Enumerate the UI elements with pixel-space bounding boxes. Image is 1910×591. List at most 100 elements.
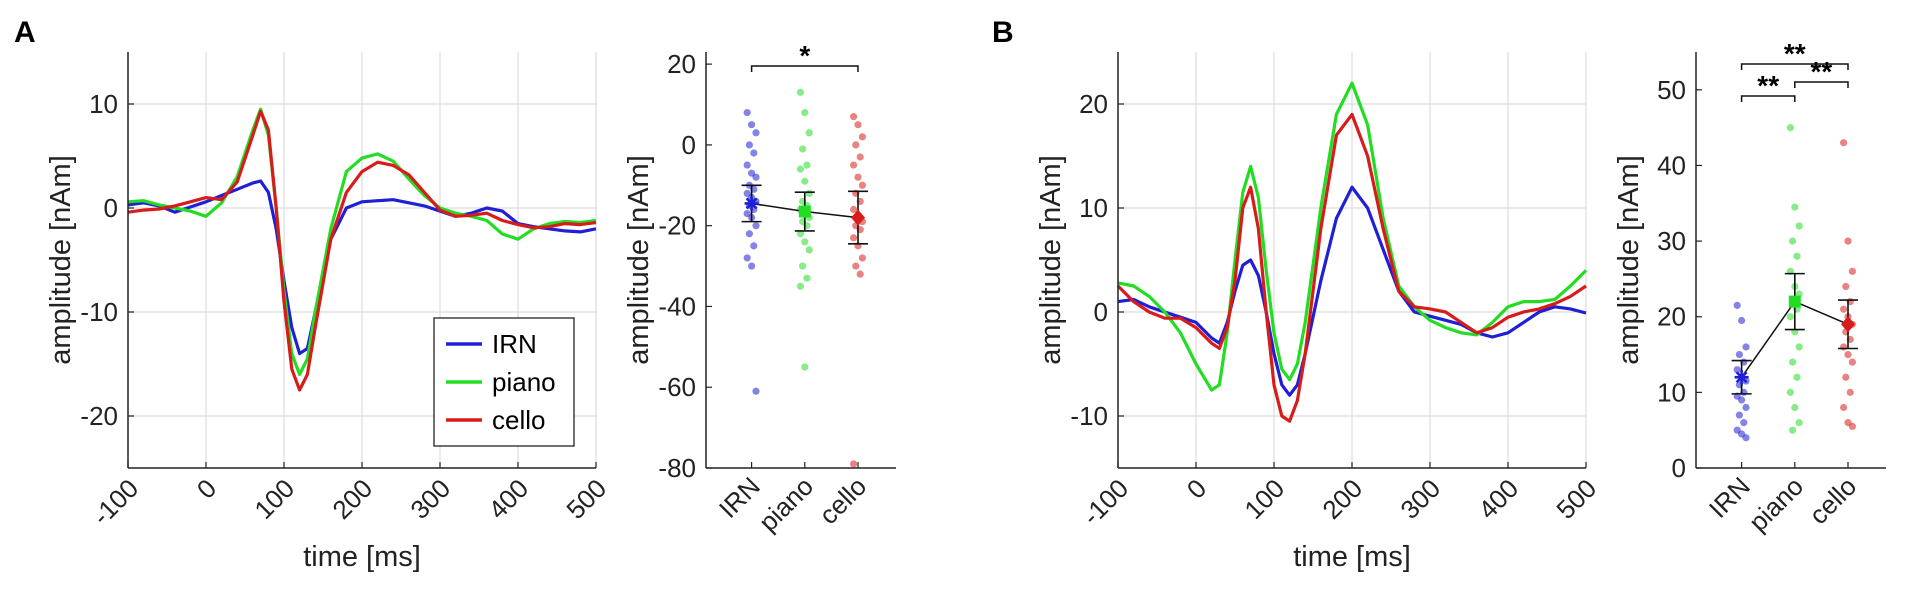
data-point-irn xyxy=(752,222,760,230)
data-point-irn xyxy=(1742,403,1750,412)
data-point-piano xyxy=(1791,203,1799,211)
data-point-piano xyxy=(1793,252,1801,260)
data-point-piano xyxy=(796,230,805,238)
data-point-piano xyxy=(1786,124,1794,132)
data-point-piano xyxy=(801,177,809,185)
significance-label: ** xyxy=(1784,38,1806,69)
x-tick-label: piano xyxy=(753,471,819,537)
data-point-piano xyxy=(796,165,805,173)
x-tick-label: -100 xyxy=(86,473,144,531)
x-tick-label: 400 xyxy=(1472,473,1524,525)
data-point-piano xyxy=(1786,313,1794,321)
y-tick-label: 10 xyxy=(89,89,118,119)
x-tick-label: piano xyxy=(1743,471,1809,537)
data-point-piano xyxy=(803,161,811,169)
data-point-cello xyxy=(1842,373,1850,381)
mean-marker-cello xyxy=(1841,316,1855,333)
data-point-cello xyxy=(858,133,867,141)
data-point-cello xyxy=(1840,343,1848,351)
data-point-piano xyxy=(1795,343,1803,351)
data-point-irn xyxy=(1738,316,1746,325)
significance-label: * xyxy=(799,40,810,71)
data-point-cello xyxy=(850,113,858,121)
x-tick-label: 500 xyxy=(560,473,612,525)
significance-bracket xyxy=(1740,63,1849,70)
y-tick-label: 0 xyxy=(682,130,696,160)
y-tick-label: -20 xyxy=(80,401,118,431)
mean-marker-cello xyxy=(851,209,865,226)
data-point-piano xyxy=(805,246,813,254)
data-point-piano xyxy=(805,129,813,137)
x-tick-label: cello xyxy=(1803,471,1862,530)
data-point-cello xyxy=(850,205,858,214)
y-tick-label: 20 xyxy=(1079,89,1108,119)
data-point-piano xyxy=(803,274,811,282)
legend-label-irn: IRN xyxy=(492,329,537,359)
data-point-cello xyxy=(1848,267,1856,275)
data-point-irn xyxy=(745,230,754,238)
x-tick-label: 300 xyxy=(404,473,456,525)
data-point-piano xyxy=(796,88,805,96)
data-point-piano xyxy=(1793,373,1801,381)
y-tick-label: 30 xyxy=(1657,226,1686,256)
y-tick-label: 0 xyxy=(104,193,118,223)
significance-bracket xyxy=(1794,81,1849,88)
x-tick-label: 200 xyxy=(1316,473,1368,525)
x-tick-label: 400 xyxy=(482,473,534,525)
data-point-irn xyxy=(750,242,758,250)
y-tick-label: -10 xyxy=(1070,401,1108,431)
series-line-cello xyxy=(127,109,597,392)
data-point-irn xyxy=(1742,434,1750,442)
y-tick-label: 10 xyxy=(1657,377,1686,407)
data-point-cello xyxy=(856,270,864,278)
y-axis-label: amplitude [nAm] xyxy=(1613,155,1645,365)
y-tick-label: 40 xyxy=(1657,150,1686,180)
legend-label-piano: piano xyxy=(492,367,556,397)
x-tick-label: cello xyxy=(813,471,872,530)
data-point-piano xyxy=(796,282,805,290)
data-point-cello xyxy=(1844,237,1852,245)
data-point-cello xyxy=(850,161,858,169)
data-point-irn xyxy=(752,387,760,395)
data-point-irn xyxy=(1735,411,1743,419)
y-tick-label: 20 xyxy=(1657,302,1686,332)
x-tick-label: 200 xyxy=(326,473,378,525)
y-tick-label: 0 xyxy=(1094,297,1108,327)
x-tick-label: 0 xyxy=(191,473,222,504)
y-tick-label: -20 xyxy=(658,211,696,241)
data-point-piano xyxy=(1795,419,1803,427)
significance-label: ** xyxy=(1811,56,1833,87)
data-point-cello xyxy=(1846,388,1854,396)
data-point-irn xyxy=(1735,350,1743,359)
y-tick-label: 10 xyxy=(1079,193,1108,223)
data-point-piano xyxy=(799,262,807,270)
data-point-piano xyxy=(1786,388,1794,396)
y-tick-label: -40 xyxy=(658,291,696,321)
data-point-piano xyxy=(1791,403,1799,412)
data-point-cello xyxy=(852,262,860,270)
data-point-cello xyxy=(856,153,864,161)
data-point-cello xyxy=(854,173,862,181)
y-tick-label: 0 xyxy=(1672,453,1686,483)
data-point-piano xyxy=(805,189,813,197)
data-point-cello xyxy=(850,460,858,468)
mean-marker-piano xyxy=(1788,295,1801,308)
data-point-cello xyxy=(1840,139,1848,147)
data-point-cello xyxy=(858,254,867,262)
significance-bracket xyxy=(750,65,859,72)
x-tick-label: 100 xyxy=(1238,473,1290,525)
data-point-piano xyxy=(1795,222,1803,230)
data-point-irn xyxy=(1733,301,1741,309)
y-axis-label: amplitude [nAm] xyxy=(45,155,77,365)
data-point-piano xyxy=(801,238,809,246)
data-point-piano xyxy=(1789,358,1797,366)
series-line-cello xyxy=(1116,112,1587,423)
panel-label-a: A xyxy=(14,16,36,49)
data-point-irn xyxy=(743,161,751,169)
data-point-irn xyxy=(750,149,758,157)
data-point-cello xyxy=(854,121,862,129)
data-point-irn xyxy=(745,141,754,149)
x-axis-label: time [ms] xyxy=(303,541,421,573)
